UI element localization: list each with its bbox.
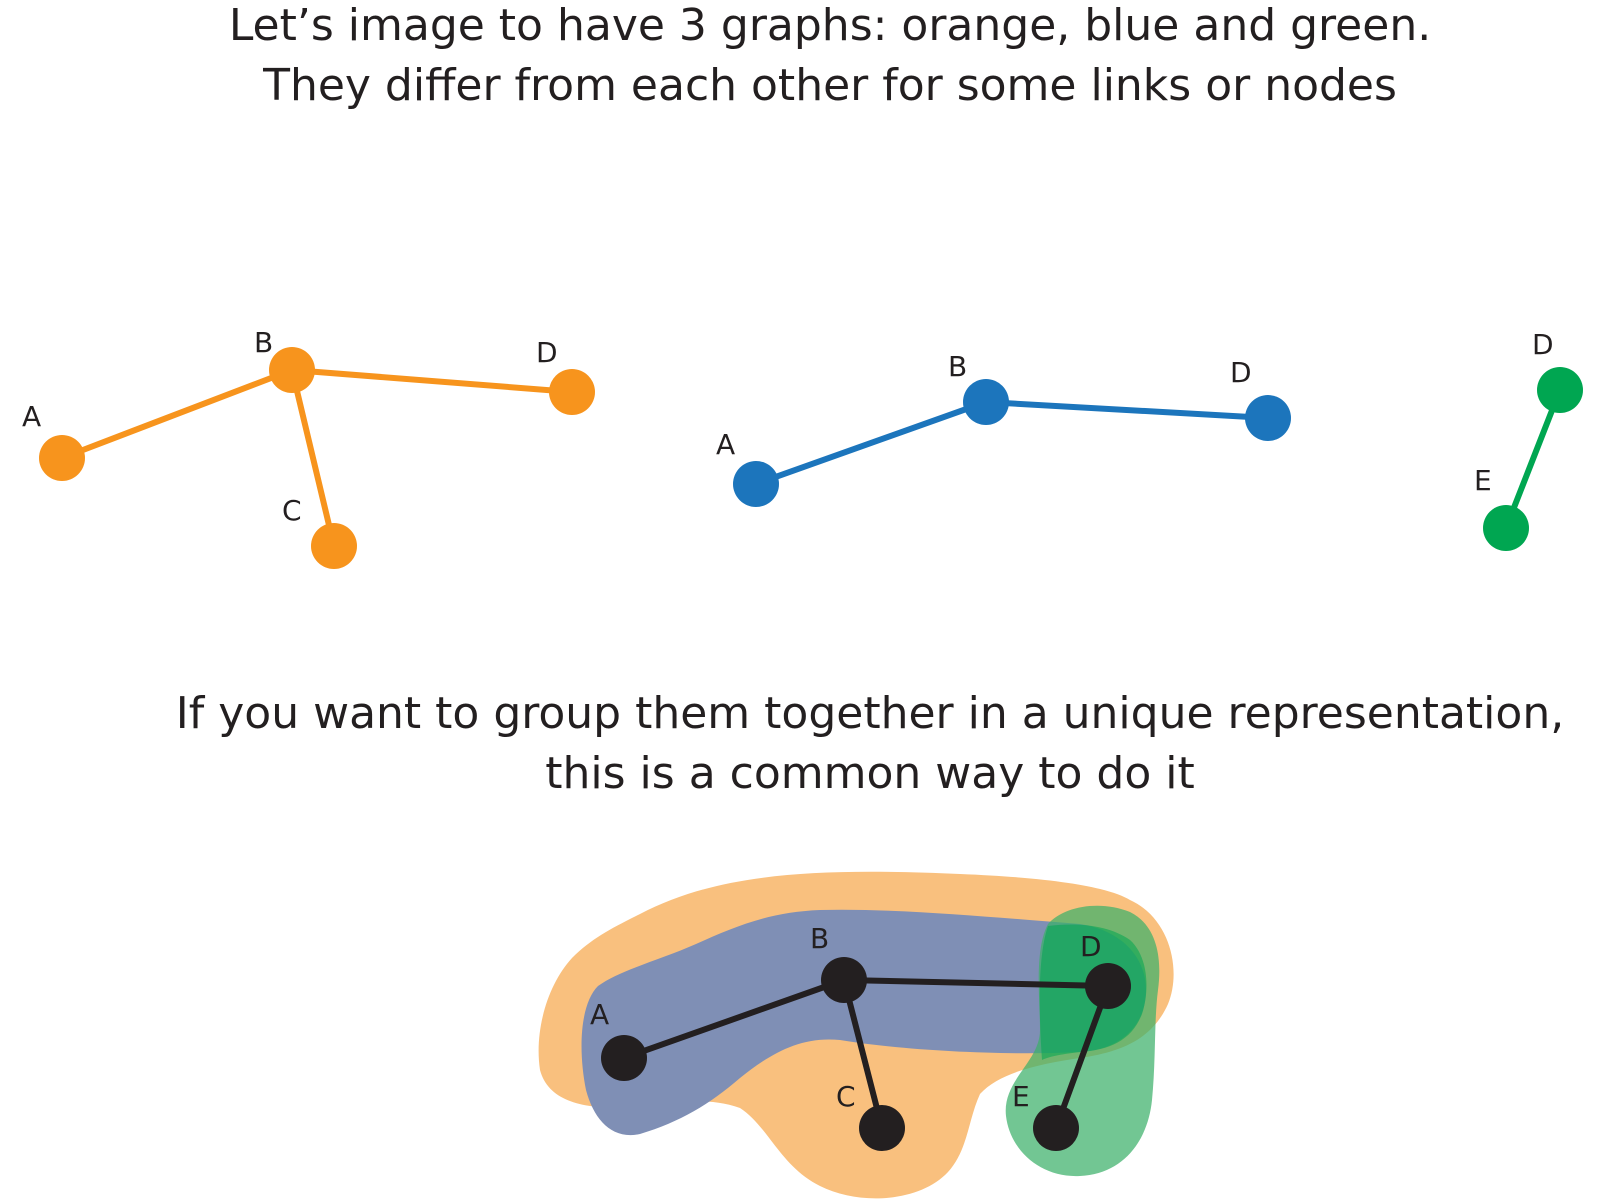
bottom-caption: If you want to group them together in a … <box>70 684 1600 804</box>
blue-label-d: D <box>1230 356 1252 389</box>
green-node-e <box>1483 505 1529 551</box>
combined-label-a: A <box>590 998 609 1031</box>
orange-edge-b-c <box>289 367 337 549</box>
orange-node-d <box>549 369 595 415</box>
combined-edge-a-b <box>621 977 847 1061</box>
combined-graph: A B D C E <box>538 871 1174 1199</box>
combined-edge-d-e <box>1053 983 1111 1131</box>
orange-node-b <box>269 347 315 393</box>
bottom-caption-line-2: this is a common way to do it <box>545 748 1195 799</box>
combined-node-d <box>1085 963 1131 1009</box>
combined-label-c: C <box>836 1080 856 1113</box>
combined-node-c <box>859 1105 905 1151</box>
blue-edge-b-d <box>983 399 1271 421</box>
green-label-d: D <box>1532 328 1554 361</box>
blue-label-a: A <box>716 428 735 461</box>
green-edge-d-e <box>1503 387 1563 531</box>
blue-node-d <box>1245 395 1291 441</box>
blue-graph: A B D <box>716 350 1291 507</box>
blue-label-b: B <box>948 350 967 383</box>
orange-edge-b-d <box>289 367 575 395</box>
orange-label-c: C <box>282 494 302 527</box>
top-caption-line-1: Let’s image to have 3 graphs: orange, bl… <box>228 0 1432 51</box>
combined-label-b: B <box>810 922 829 955</box>
bottom-caption-line-1: If you want to group them together in a … <box>175 688 1565 739</box>
green-label-e: E <box>1474 464 1492 497</box>
combined-node-a <box>601 1035 647 1081</box>
combined-node-e <box>1033 1105 1079 1151</box>
green-graph: D E <box>1474 328 1583 551</box>
combined-edge-b-c <box>841 977 885 1131</box>
orange-label-d: D <box>536 336 558 369</box>
blue-edge-a-b <box>753 399 989 487</box>
top-caption-line-2: They differ from each other for some lin… <box>263 60 1397 111</box>
orange-node-c <box>311 523 357 569</box>
combined-label-e: E <box>1012 1080 1030 1113</box>
orange-graph: A B D C <box>22 326 595 569</box>
blue-region <box>581 909 1146 1136</box>
orange-label-a: A <box>22 400 41 433</box>
blue-node-b <box>963 379 1009 425</box>
orange-edge-a-b <box>59 367 295 461</box>
green-node-d <box>1537 367 1583 413</box>
blue-node-a <box>733 461 779 507</box>
orange-label-b: B <box>254 326 273 359</box>
combined-edge-b-d <box>841 977 1111 989</box>
combined-node-b <box>821 957 867 1003</box>
top-caption: Let’s image to have 3 graphs: orange, bl… <box>30 0 1600 116</box>
orange-node-a <box>39 435 85 481</box>
combined-label-d: D <box>1080 930 1102 963</box>
